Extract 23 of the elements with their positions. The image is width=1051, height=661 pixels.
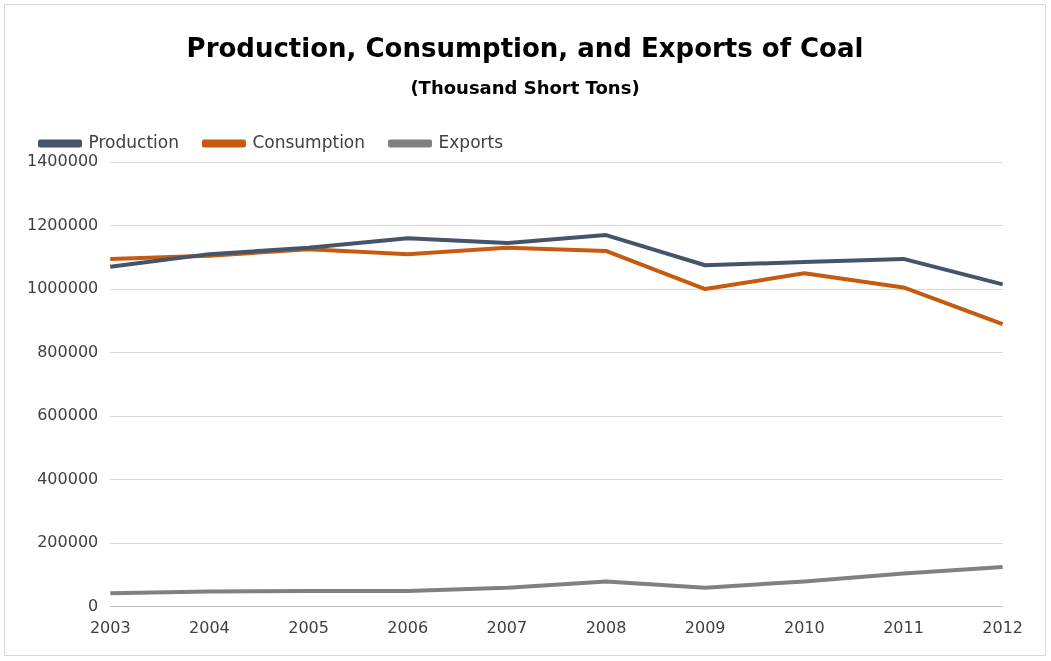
y-tick-label: 200000 <box>37 532 99 552</box>
x-tick-label: 2010 <box>783 617 825 637</box>
legend-label: Exports <box>438 131 504 152</box>
y-tick-label: 0 <box>88 595 99 615</box>
y-tick-label: 1400000 <box>26 151 99 171</box>
chart-title: Production, Consumption, and Exports of Coal <box>185 33 865 63</box>
y-tick-label: 1200000 <box>26 214 99 234</box>
x-tick-label: 2012 <box>982 617 1023 637</box>
x-tick-label: 2005 <box>288 617 329 637</box>
y-tick-label: 600000 <box>37 405 99 425</box>
x-tick-label: 2009 <box>684 617 726 637</box>
x-tick-label: 2006 <box>387 617 429 637</box>
x-tick-label: 2004 <box>189 617 230 637</box>
y-tick-label: 400000 <box>37 468 99 488</box>
chart-subtitle: (Thousand Short Tons) <box>409 77 641 98</box>
x-tick-label: 2003 <box>89 617 131 637</box>
x-tick-label: 2007 <box>486 617 528 637</box>
y-tick-label: 1000000 <box>26 278 99 298</box>
y-tick-label: 800000 <box>37 341 99 361</box>
x-tick-label: 2011 <box>883 617 924 637</box>
legend-label: Production <box>88 131 179 152</box>
legend-label: Consumption <box>252 131 366 152</box>
x-tick-label: 2008 <box>585 617 627 637</box>
